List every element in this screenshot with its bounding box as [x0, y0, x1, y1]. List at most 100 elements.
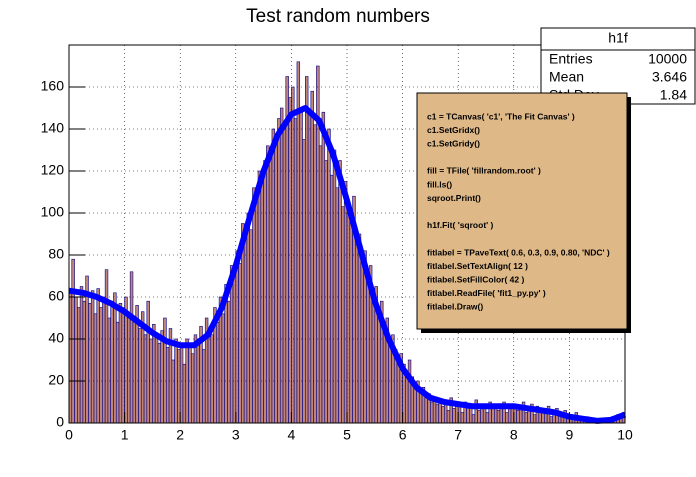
bar	[282, 128, 287, 424]
x-tick-label: 1	[121, 427, 129, 443]
bar	[127, 317, 131, 424]
x-tick-label: 7	[454, 427, 462, 443]
y-tick-label: 140	[41, 120, 65, 136]
bar	[349, 223, 353, 424]
bar	[188, 347, 192, 424]
bar	[288, 97, 292, 424]
text-pave	[416, 92, 628, 330]
bar	[185, 338, 189, 424]
bar	[330, 174, 334, 424]
y-tick-label: 100	[41, 204, 65, 220]
x-tick-label: 8	[510, 427, 518, 443]
pave-line: c1.SetGridy()	[427, 138, 480, 148]
stats-value: 3.646	[652, 69, 687, 85]
bar	[96, 288, 100, 424]
bar	[238, 263, 242, 424]
bar	[154, 334, 159, 424]
bar	[335, 187, 339, 424]
bar	[424, 397, 428, 424]
y-tick-label: 120	[41, 162, 65, 178]
bar	[418, 391, 423, 424]
stats-label: Mean	[549, 69, 584, 85]
x-tick-label: 5	[343, 427, 351, 443]
x-tick-label: 0	[65, 427, 73, 443]
bar	[132, 321, 137, 424]
bar	[252, 187, 256, 424]
pave-line: fitlabel.SetFillColor( 42 )	[427, 274, 524, 284]
pave-line: c1.SetGridx()	[427, 125, 480, 135]
bar	[310, 90, 314, 424]
bar	[496, 410, 501, 424]
x-tick-label: 2	[176, 427, 184, 443]
bar	[304, 76, 309, 424]
bar	[357, 233, 362, 424]
bar	[268, 153, 273, 424]
bar	[299, 107, 303, 424]
stats-title: h1f	[608, 30, 628, 46]
bar	[85, 275, 89, 424]
bar	[296, 61, 301, 424]
bar	[74, 296, 78, 424]
bar	[318, 145, 323, 424]
bar	[232, 275, 237, 424]
bar	[171, 359, 175, 424]
bar	[452, 407, 456, 424]
pave-line: fitlabel.ReadFile( 'fit1_py.py' )	[427, 288, 546, 298]
bar	[121, 307, 125, 424]
fit-curve	[68, 105, 627, 424]
bar	[466, 407, 470, 424]
bar	[260, 174, 264, 424]
bar	[355, 244, 359, 424]
y-tick-label: 80	[48, 246, 64, 262]
bar	[254, 202, 259, 424]
bar	[113, 292, 117, 424]
bar	[313, 124, 317, 424]
bar	[93, 313, 98, 424]
x-tick-label: 10	[617, 427, 633, 443]
bar	[129, 271, 134, 424]
bar	[243, 237, 248, 424]
bar	[343, 181, 348, 424]
bar	[460, 412, 465, 424]
bar	[82, 300, 86, 424]
bar	[266, 145, 270, 424]
bar	[160, 330, 164, 424]
bar	[216, 321, 220, 424]
bar	[88, 302, 92, 424]
pave-line: c1 = TCanvas( 'c1', 'The Fit Canvas' )	[427, 111, 575, 121]
bar	[471, 414, 476, 424]
bar	[207, 328, 212, 424]
bar	[118, 302, 123, 424]
bar	[491, 407, 495, 424]
bar	[271, 128, 276, 424]
bar	[157, 342, 162, 424]
bar	[524, 412, 528, 424]
bar	[107, 317, 111, 424]
y-tick-label: 0	[56, 414, 64, 430]
bar	[235, 250, 239, 424]
x-tick-label: 6	[399, 427, 407, 443]
stats-label: Entries	[549, 51, 593, 67]
bar	[138, 328, 142, 424]
bar	[341, 206, 345, 424]
bar	[77, 307, 81, 424]
bar	[435, 403, 440, 424]
bar	[516, 410, 520, 424]
bar	[163, 317, 167, 424]
bar	[246, 212, 250, 424]
bar	[274, 135, 278, 424]
bar	[413, 384, 417, 424]
bar	[321, 111, 326, 424]
bar	[79, 286, 84, 424]
bar	[90, 290, 95, 424]
bar	[146, 300, 150, 424]
bar	[279, 107, 284, 424]
bar	[407, 359, 412, 424]
bar	[277, 118, 281, 424]
bar	[446, 410, 451, 424]
y-tick-label: 160	[41, 78, 65, 94]
stats-value: 1.84	[660, 87, 687, 103]
bar	[221, 313, 225, 424]
chart-title: Test random numbers	[246, 6, 430, 27]
